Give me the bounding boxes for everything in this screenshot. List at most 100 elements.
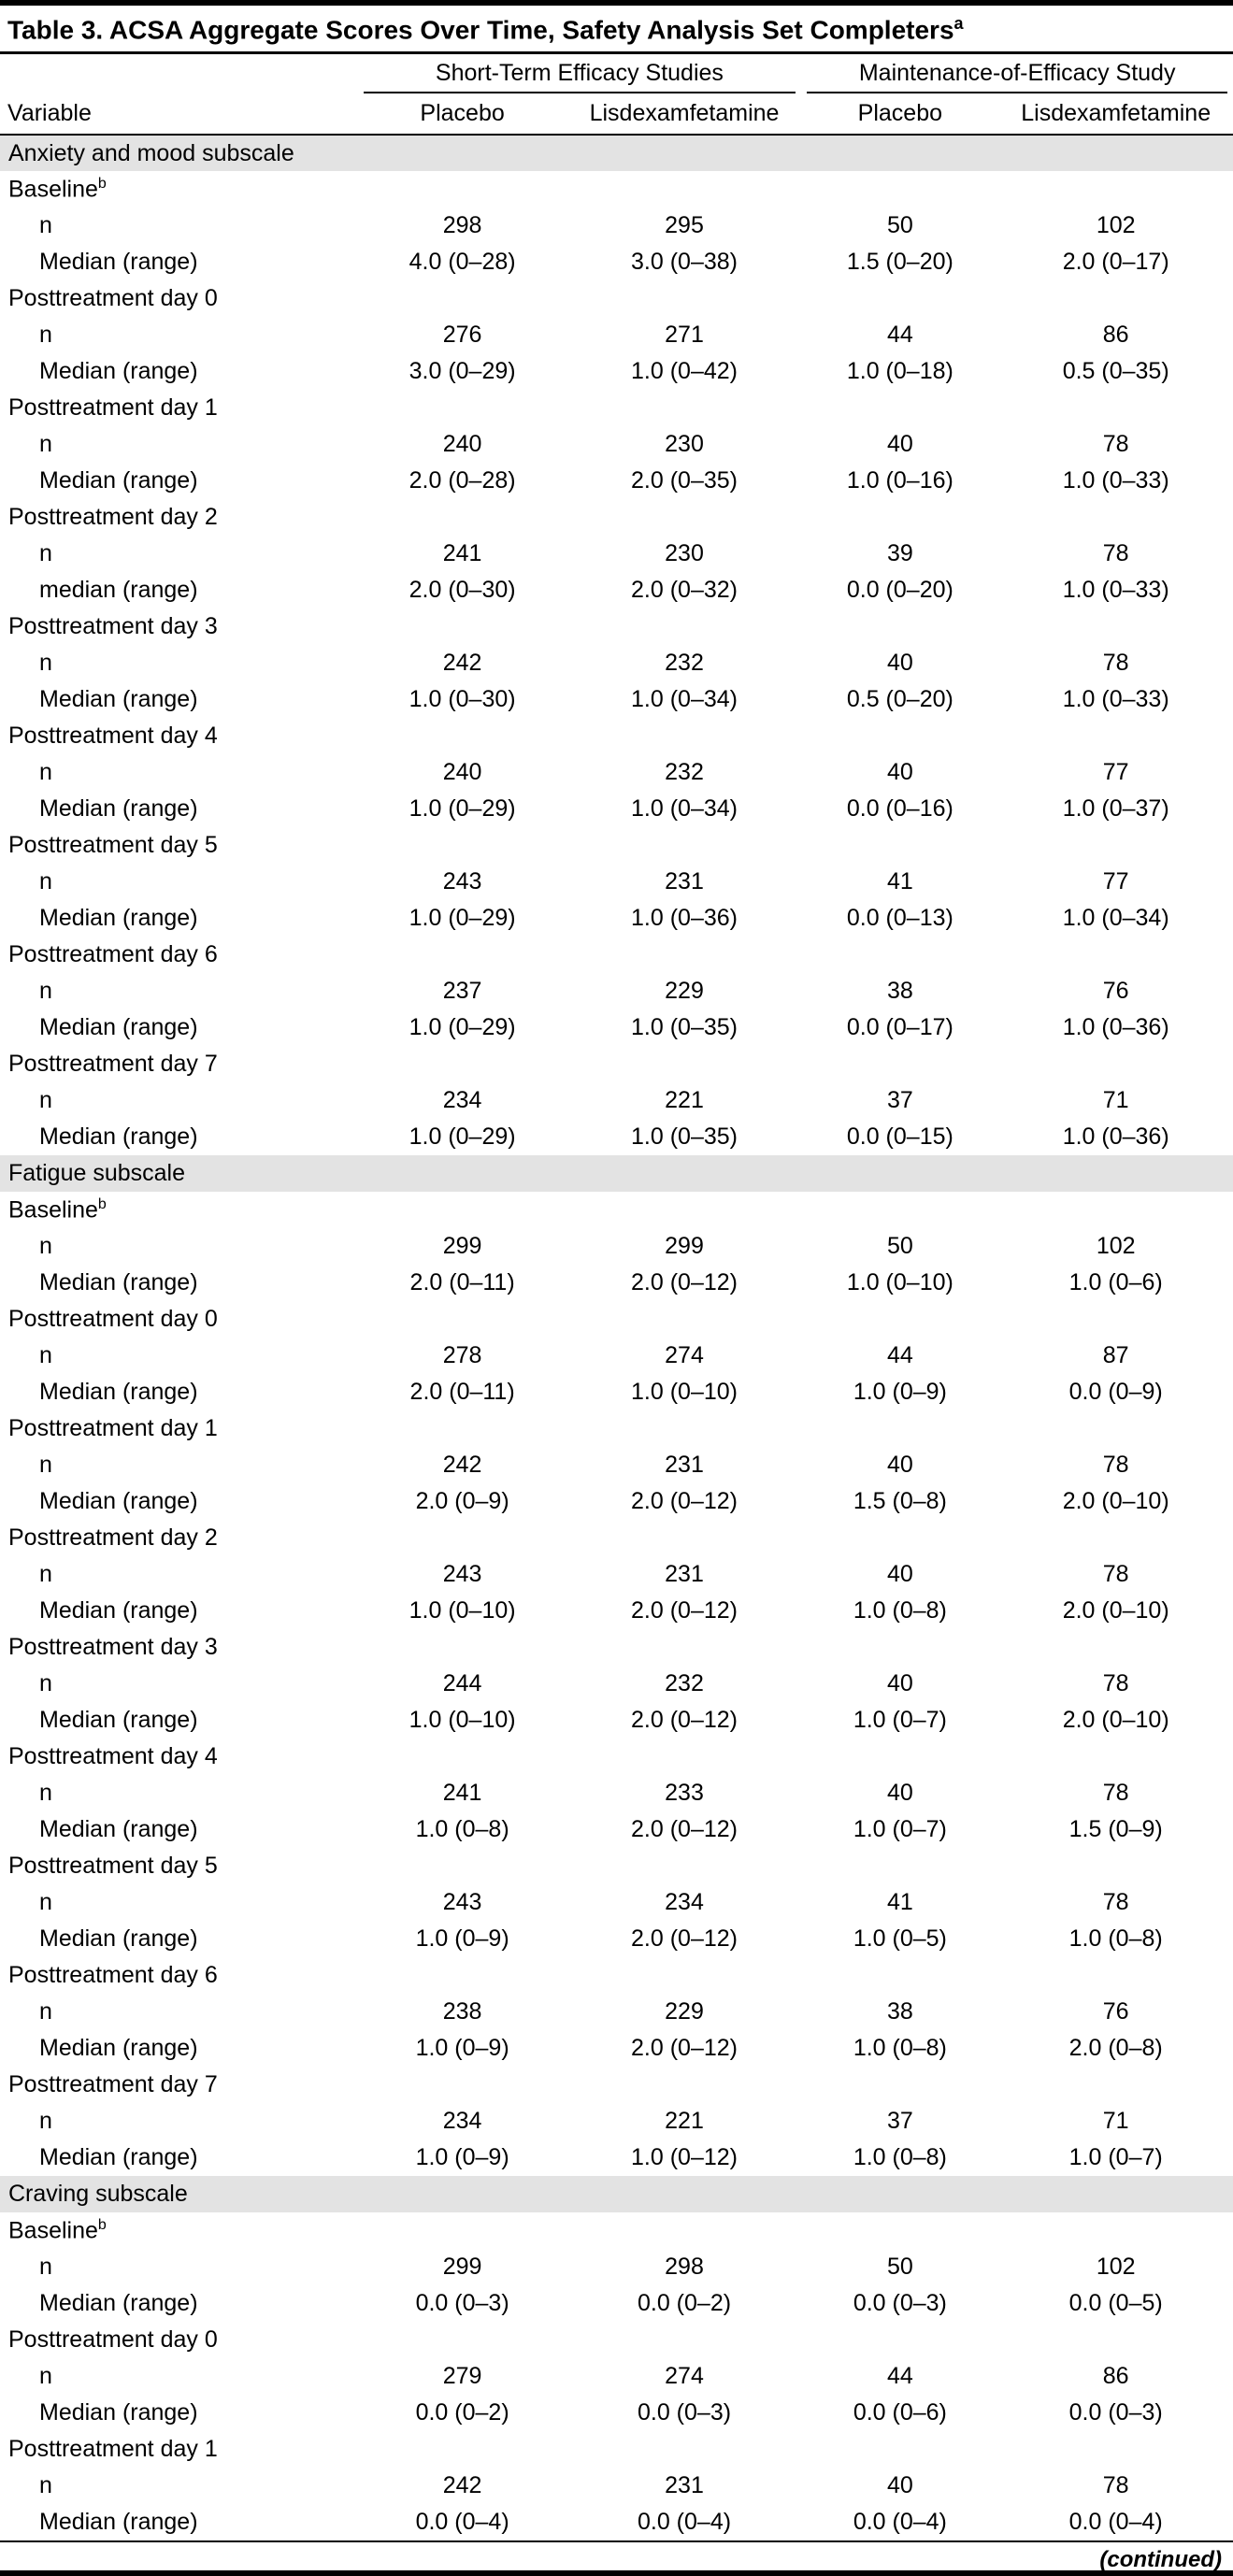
data-cell: 2.0 (0–30) bbox=[409, 577, 516, 604]
data-cell: 38 bbox=[886, 1998, 913, 2025]
timepoint-row: Posttreatment day 5 bbox=[0, 1848, 1233, 1884]
data-cell: 1.0 (0–6) bbox=[1068, 1269, 1163, 1296]
group-header-maintenance-label: Maintenance-of-Efficacy Study bbox=[807, 60, 1227, 94]
footnote-marker: b bbox=[97, 176, 107, 193]
data-cell: 232 bbox=[665, 759, 704, 786]
data-cell: 50 bbox=[886, 212, 913, 239]
timepoint-row: Posttreatment day 7 bbox=[0, 1046, 1233, 1082]
table-title-footnote-marker: a bbox=[953, 14, 964, 33]
row-label: n bbox=[39, 1670, 52, 1697]
data-row: n 240 230 40 78 bbox=[0, 426, 1233, 463]
timepoint-label: Posttreatment day 0 bbox=[8, 1306, 218, 1333]
group-header-maintenance: Maintenance-of-Efficacy Study bbox=[801, 54, 1233, 94]
data-cell: 44 bbox=[886, 322, 913, 349]
timepoint-row: Posttreatment day 0 bbox=[0, 2322, 1233, 2358]
data-cell: 0.0 (0–4) bbox=[853, 2509, 947, 2536]
data-cell: 76 bbox=[1102, 1998, 1129, 2025]
data-cell: 4.0 (0–28) bbox=[409, 249, 516, 276]
data-cell: 298 bbox=[665, 2254, 704, 2281]
data-cell: 41 bbox=[886, 868, 913, 895]
timepoint-row: Posttreatment day 1 bbox=[0, 1410, 1233, 1447]
continued-note-text: (continued) bbox=[1099, 2547, 1222, 2573]
data-row: n 238 229 38 76 bbox=[0, 1994, 1233, 2030]
data-cell: 77 bbox=[1102, 868, 1129, 895]
timepoint-row: Posttreatment day 6 bbox=[0, 1957, 1233, 1994]
timepoint-label: Posttreatment day 1 bbox=[8, 1415, 218, 1442]
timepoint-row: Posttreatment day 1 bbox=[0, 2431, 1233, 2468]
timepoint-row: Posttreatment day 6 bbox=[0, 937, 1233, 973]
data-row: n 243 231 41 77 bbox=[0, 864, 1233, 900]
data-cell: 0.0 (0–3) bbox=[637, 2399, 732, 2426]
data-cell: 279 bbox=[442, 2363, 482, 2390]
timepoint-label: Posttreatment day 2 bbox=[8, 1524, 218, 1552]
data-cell: 3.0 (0–38) bbox=[631, 249, 738, 276]
data-cell: 1.0 (0–16) bbox=[846, 467, 953, 494]
data-cell: 234 bbox=[442, 2108, 482, 2135]
data-cell: 0.0 (0–4) bbox=[415, 2509, 509, 2536]
data-cell: 1.0 (0–9) bbox=[415, 2035, 509, 2062]
data-row: Median (range) 1.0 (0–9) 2.0 (0–12) 1.0 (0–… bbox=[0, 2030, 1233, 2067]
data-cell: 234 bbox=[442, 1087, 482, 1114]
data-cell: 78 bbox=[1102, 2472, 1129, 2499]
data-cell: 295 bbox=[665, 212, 704, 239]
data-cell: 240 bbox=[442, 431, 482, 458]
row-label: Median (range) bbox=[39, 686, 198, 713]
row-label: n bbox=[39, 2254, 52, 2281]
timepoint-row: Posttreatment day 4 bbox=[0, 1739, 1233, 1775]
timepoint-row: Posttreatment day 3 bbox=[0, 1629, 1233, 1666]
data-cell: 1.0 (0–29) bbox=[409, 795, 516, 823]
data-cell: 102 bbox=[1096, 212, 1136, 239]
data-row: n 278 274 44 87 bbox=[0, 1338, 1233, 1374]
timepoint-row: Posttreatment day 5 bbox=[0, 827, 1233, 864]
timepoint-row: Posttreatment day 7 bbox=[0, 2067, 1233, 2103]
footnote-marker: b bbox=[97, 1196, 107, 1213]
timepoint-label: Posttreatment day 2 bbox=[8, 504, 218, 531]
data-cell: 1.0 (0–9) bbox=[853, 1379, 947, 1406]
data-row: Median (range) 1.0 (0–30) 1.0 (0–34) 0.5 (0… bbox=[0, 681, 1233, 718]
row-label: Median (range) bbox=[39, 905, 198, 932]
row-label: n bbox=[39, 1561, 52, 1588]
row-label: Median (range) bbox=[39, 1597, 198, 1624]
timepoint-label: Posttreatment day 3 bbox=[8, 1634, 218, 1661]
data-cell: 1.0 (0–33) bbox=[1062, 686, 1169, 713]
data-row: Median (range) 1.0 (0–29) 1.0 (0–35) 0.0 (0… bbox=[0, 1119, 1233, 1155]
data-row: n 242 231 40 78 bbox=[0, 1447, 1233, 1483]
column-group-header-row: Short-Term Efficacy Studies Maintenance-… bbox=[0, 54, 1233, 94]
data-cell: 0.0 (0–3) bbox=[853, 2290, 947, 2317]
row-label: n bbox=[39, 1889, 52, 1916]
timepoint-row: Posttreatment day 4 bbox=[0, 718, 1233, 754]
data-cell: 2.0 (0–12) bbox=[631, 1597, 738, 1624]
data-cell: 1.0 (0–8) bbox=[1068, 1925, 1163, 1953]
data-cell: 44 bbox=[886, 2363, 913, 2390]
data-row: n 243 231 40 78 bbox=[0, 1556, 1233, 1593]
data-row: Median (range) 3.0 (0–29) 1.0 (0–42) 1.0 (0… bbox=[0, 353, 1233, 390]
data-cell: 1.0 (0–29) bbox=[409, 1123, 516, 1151]
data-cell: 86 bbox=[1102, 322, 1129, 349]
row-label: n bbox=[39, 212, 52, 239]
data-cell: 2.0 (0–12) bbox=[631, 1707, 738, 1734]
data-cell: 230 bbox=[665, 540, 704, 567]
data-cell: 1.0 (0–5) bbox=[853, 1925, 947, 1953]
data-row: n 299 298 50 102 bbox=[0, 2249, 1233, 2285]
timepoint-label: Baselineb bbox=[8, 1196, 107, 1224]
data-cell: 3.0 (0–29) bbox=[409, 358, 516, 385]
data-cell: 2.0 (0–17) bbox=[1062, 249, 1169, 276]
group-header-spacer bbox=[0, 54, 358, 93]
data-cell: 0.0 (0–3) bbox=[415, 2290, 509, 2317]
data-cell: 240 bbox=[442, 759, 482, 786]
data-row: n 279 274 44 86 bbox=[0, 2358, 1233, 2395]
data-cell: 2.0 (0–12) bbox=[631, 1488, 738, 1515]
timepoint-row: Baselineb bbox=[0, 2212, 1233, 2249]
data-cell: 78 bbox=[1102, 1561, 1129, 1588]
data-cell: 278 bbox=[442, 1342, 482, 1369]
row-label: Median (range) bbox=[39, 795, 198, 823]
section-row: Anxiety and mood subscale bbox=[0, 135, 1233, 172]
row-label: n bbox=[39, 1998, 52, 2025]
data-cell: 40 bbox=[886, 1561, 913, 1588]
timepoint-label: Posttreatment day 0 bbox=[8, 285, 218, 312]
data-row: n 241 230 39 78 bbox=[0, 536, 1233, 572]
data-cell: 0.0 (0–6) bbox=[853, 2399, 947, 2426]
data-cell: 2.0 (0–12) bbox=[631, 1269, 738, 1296]
data-cell: 1.0 (0–8) bbox=[853, 2144, 947, 2171]
data-cell: 221 bbox=[665, 2108, 704, 2135]
